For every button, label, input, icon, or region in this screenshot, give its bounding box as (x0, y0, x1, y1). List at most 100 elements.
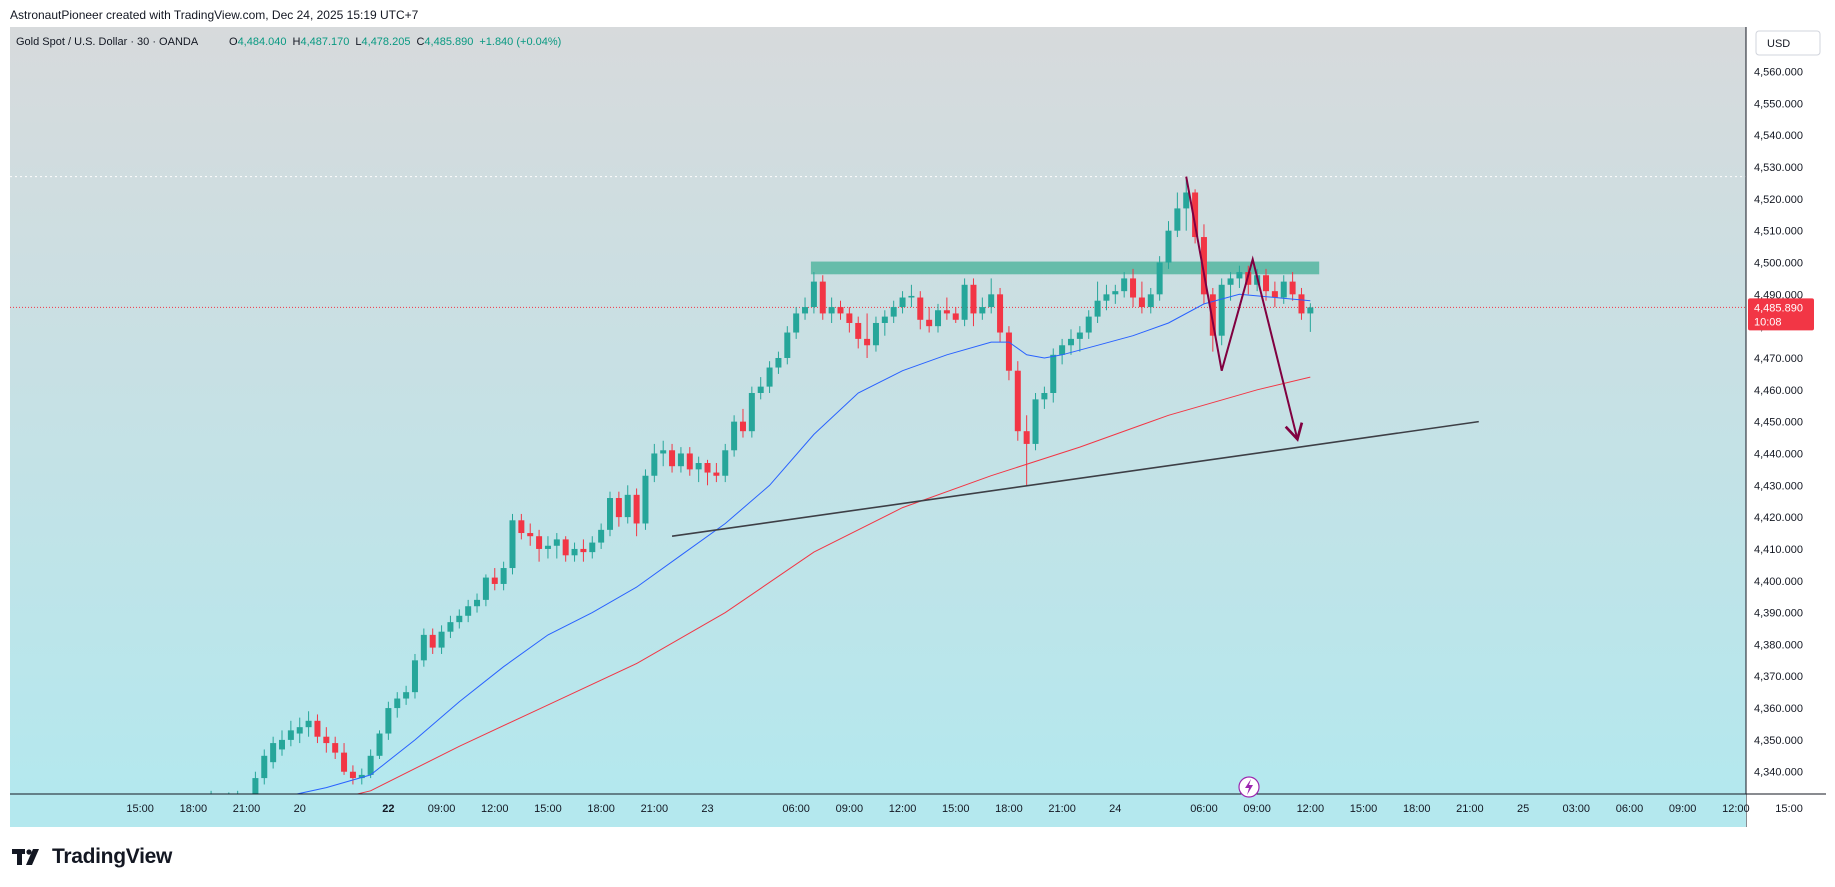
candle (784, 326, 791, 365)
candle (1121, 272, 1128, 298)
candle-body (713, 472, 720, 476)
price-axis: 4,340.000 4,350.000 4,360.000 4,370.000 4,38… (1745, 27, 1826, 827)
ema-layer (237, 293, 1311, 814)
candle-body (1227, 278, 1234, 285)
candle-body (1174, 208, 1181, 231)
candle-body (367, 755, 374, 775)
time-tick-label: 09:00 (1243, 803, 1271, 815)
candle (713, 463, 720, 483)
candle-body (1307, 307, 1314, 314)
candle-body (846, 313, 853, 323)
candle (1156, 256, 1163, 301)
currency-selector[interactable]: USD (1755, 30, 1821, 56)
support-trendline[interactable] (671, 420, 1479, 538)
price-tick-label: 4,340.000 (1754, 767, 1803, 779)
candle-body (607, 498, 614, 530)
candle-body (784, 332, 791, 358)
candle-body (1236, 272, 1243, 279)
price-tick-label: 4,460.000 (1754, 385, 1803, 397)
candle-body (429, 634, 436, 648)
price-tick-label: 4,470.000 (1754, 353, 1803, 365)
chart-frame[interactable]: 4,340.000 4,350.000 4,360.000 4,370.000 4,38… (10, 27, 1826, 827)
candle-body (802, 307, 809, 314)
price-tick-label: 4,410.000 (1754, 544, 1803, 556)
candle-body (1005, 332, 1012, 371)
candlestick-chart[interactable]: 4,340.000 4,350.000 4,360.000 4,370.000 4,38… (10, 27, 1826, 827)
candle (1138, 281, 1145, 314)
candle-body (1289, 281, 1296, 295)
brand-footer: TradingView (12, 845, 172, 869)
candle (624, 485, 631, 524)
brand-name: TradingView (52, 845, 173, 868)
price-tick-label: 4,390.000 (1754, 608, 1803, 620)
candle-body (1209, 294, 1216, 336)
candle-body (686, 453, 693, 470)
candle (908, 284, 915, 308)
ohlc-change: +1.840 (+0.04%) (479, 36, 561, 48)
candle-body (349, 771, 356, 779)
candle-body (979, 307, 986, 314)
candle-body (296, 727, 303, 734)
candle (287, 720, 294, 747)
symbol-title: Gold Spot / U.S. Dollar · 30 · OANDA (16, 36, 199, 48)
time-tick-label: 06:00 (1616, 803, 1644, 815)
candle (385, 701, 392, 740)
candle-body (935, 310, 942, 327)
candle-body (748, 392, 755, 432)
candle-body (775, 357, 782, 368)
candle-body (500, 568, 507, 584)
candle-body (491, 577, 498, 584)
candle-body (270, 743, 277, 763)
candle (447, 615, 454, 639)
candle (1085, 310, 1092, 339)
legend-layer: Gold Spot / U.S. Dollar · 30 · OANDA O4,… (16, 36, 561, 48)
candle (855, 316, 862, 349)
price-tick-label: 4,350.000 (1754, 735, 1803, 747)
candle-body (1271, 291, 1278, 298)
candle (615, 491, 622, 527)
candle-body (323, 736, 330, 744)
candle (997, 287, 1004, 343)
candle (1112, 284, 1119, 304)
candle (757, 377, 764, 400)
candle-body (757, 386, 764, 393)
candle-body (1041, 392, 1048, 400)
drawings-layer (671, 176, 1479, 538)
candle-body (872, 322, 879, 346)
candle (1130, 268, 1137, 308)
candle (358, 768, 365, 785)
time-tick-label: 15:00 (534, 803, 562, 815)
candle-body (1165, 230, 1172, 263)
time-tick-label: 15:00 (1350, 803, 1378, 815)
candle-body (642, 475, 649, 524)
candle-body (598, 529, 605, 543)
candle-body (465, 606, 472, 616)
candle-body (1263, 275, 1270, 292)
time-tick-label: 18:00 (995, 803, 1023, 815)
candle-body (899, 297, 906, 308)
projection-arrow-path[interactable] (1185, 176, 1304, 442)
candle-body (943, 310, 950, 314)
candle-body (394, 698, 401, 709)
candle (456, 609, 463, 629)
candle (598, 523, 605, 549)
candle-body (1059, 345, 1066, 355)
price-tick-label: 4,560.000 (1754, 67, 1803, 79)
candle (589, 536, 596, 559)
candle-body (544, 545, 551, 549)
candle (1271, 281, 1278, 308)
candle (695, 456, 702, 483)
candle-body (1014, 370, 1021, 432)
time-tick-label: 20 (294, 803, 306, 815)
candle-body (837, 307, 844, 314)
candle-body (279, 739, 285, 750)
lightning-bolt-icon[interactable] (1238, 776, 1260, 798)
candle-body (1023, 431, 1030, 444)
candle (642, 469, 649, 530)
candle (323, 727, 330, 753)
candle (935, 303, 942, 333)
bar-countdown-label: 10:08 (1754, 316, 1782, 328)
resistance-zone[interactable] (810, 261, 1320, 275)
ohlc-high-value: 4,487.170 (300, 36, 349, 48)
candle (793, 307, 800, 339)
